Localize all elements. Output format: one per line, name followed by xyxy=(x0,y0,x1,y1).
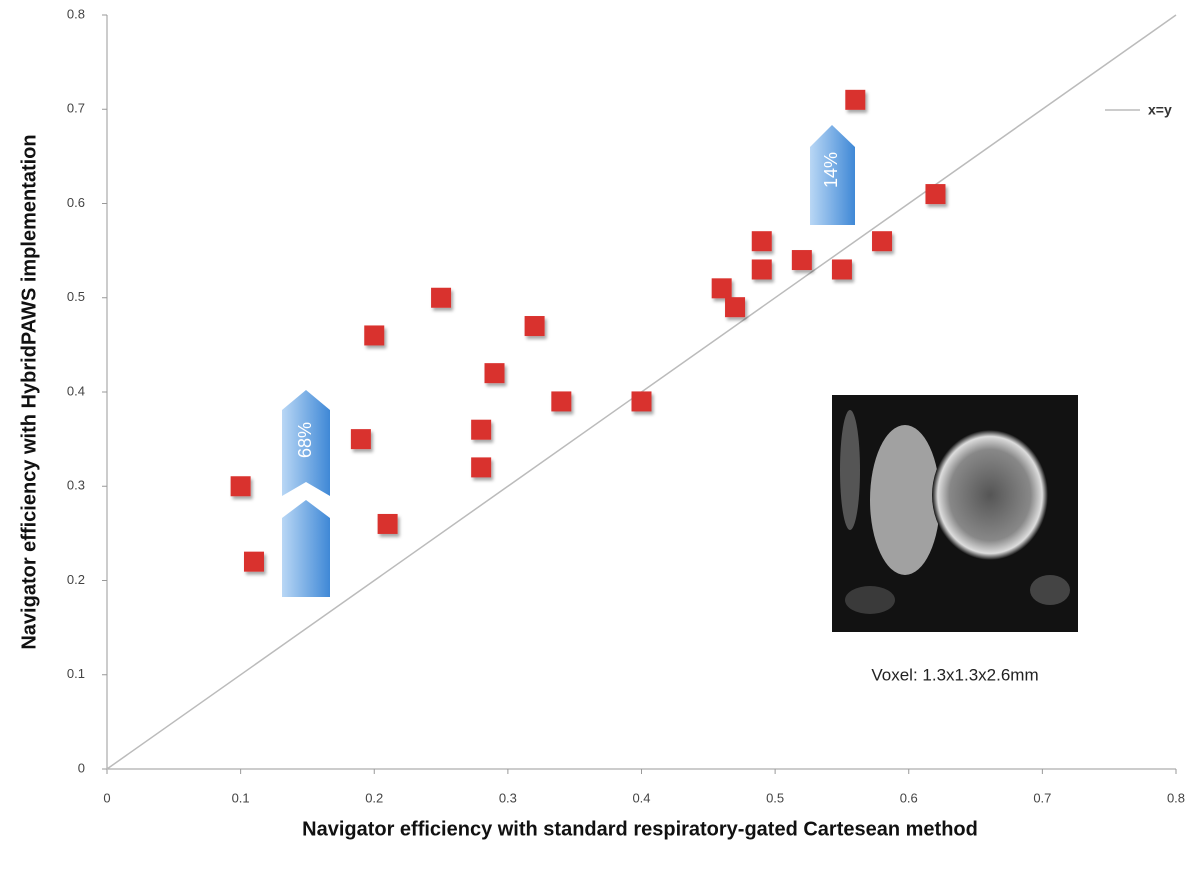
point xyxy=(484,363,505,384)
y-tick-label: 0.1 xyxy=(67,666,85,681)
x-tick-label: 0.1 xyxy=(232,790,250,805)
point xyxy=(431,287,452,308)
inset-image xyxy=(832,395,1078,632)
x-tick-label: 0.8 xyxy=(1167,790,1185,805)
y-axis-title: Navigator efficiency with HybridPAWS imp… xyxy=(18,134,40,649)
point xyxy=(364,325,385,346)
y-tick-label: 0.7 xyxy=(67,101,85,116)
point xyxy=(751,231,772,252)
point xyxy=(471,457,492,478)
x-tick-label: 0 xyxy=(103,790,110,805)
y-tick-label: 0 xyxy=(78,760,85,775)
point xyxy=(751,259,772,280)
point xyxy=(471,419,492,440)
point xyxy=(845,89,866,110)
annotation: 14% xyxy=(821,152,841,188)
x-tick-label: 0.2 xyxy=(365,790,383,805)
point xyxy=(230,476,251,497)
arrow-68 xyxy=(282,390,330,597)
x-tick-label: 0.4 xyxy=(632,790,650,805)
point xyxy=(377,513,398,534)
x-tick-label: 0.5 xyxy=(766,790,784,805)
point xyxy=(243,551,264,572)
x-tick-label: 0.3 xyxy=(499,790,517,805)
x-axis-title: Navigator efficiency with standard respi… xyxy=(302,818,978,840)
legend-label: x=y xyxy=(1148,102,1172,118)
point xyxy=(831,259,852,280)
annotation: 68% xyxy=(295,422,315,458)
inset-caption: Voxel: 1.3x1.3x2.6mm xyxy=(871,665,1038,684)
point xyxy=(925,184,946,205)
y-tick-label: 0.5 xyxy=(67,289,85,304)
point xyxy=(872,231,893,252)
point xyxy=(725,297,746,318)
y-tick-label: 0.2 xyxy=(67,572,85,587)
y-tick-label: 0.6 xyxy=(67,195,85,210)
point xyxy=(711,278,732,299)
y-tick-label: 0.8 xyxy=(67,6,85,21)
x-tick-label: 0.6 xyxy=(900,790,918,805)
point xyxy=(524,316,545,337)
arrow-14 xyxy=(810,125,855,225)
point xyxy=(631,391,652,412)
x-tick-label: 0.7 xyxy=(1033,790,1051,805)
y-tick-label: 0.4 xyxy=(67,383,85,398)
point xyxy=(791,250,812,271)
y-tick-label: 0.3 xyxy=(67,478,85,493)
point xyxy=(551,391,572,412)
point xyxy=(350,429,371,450)
